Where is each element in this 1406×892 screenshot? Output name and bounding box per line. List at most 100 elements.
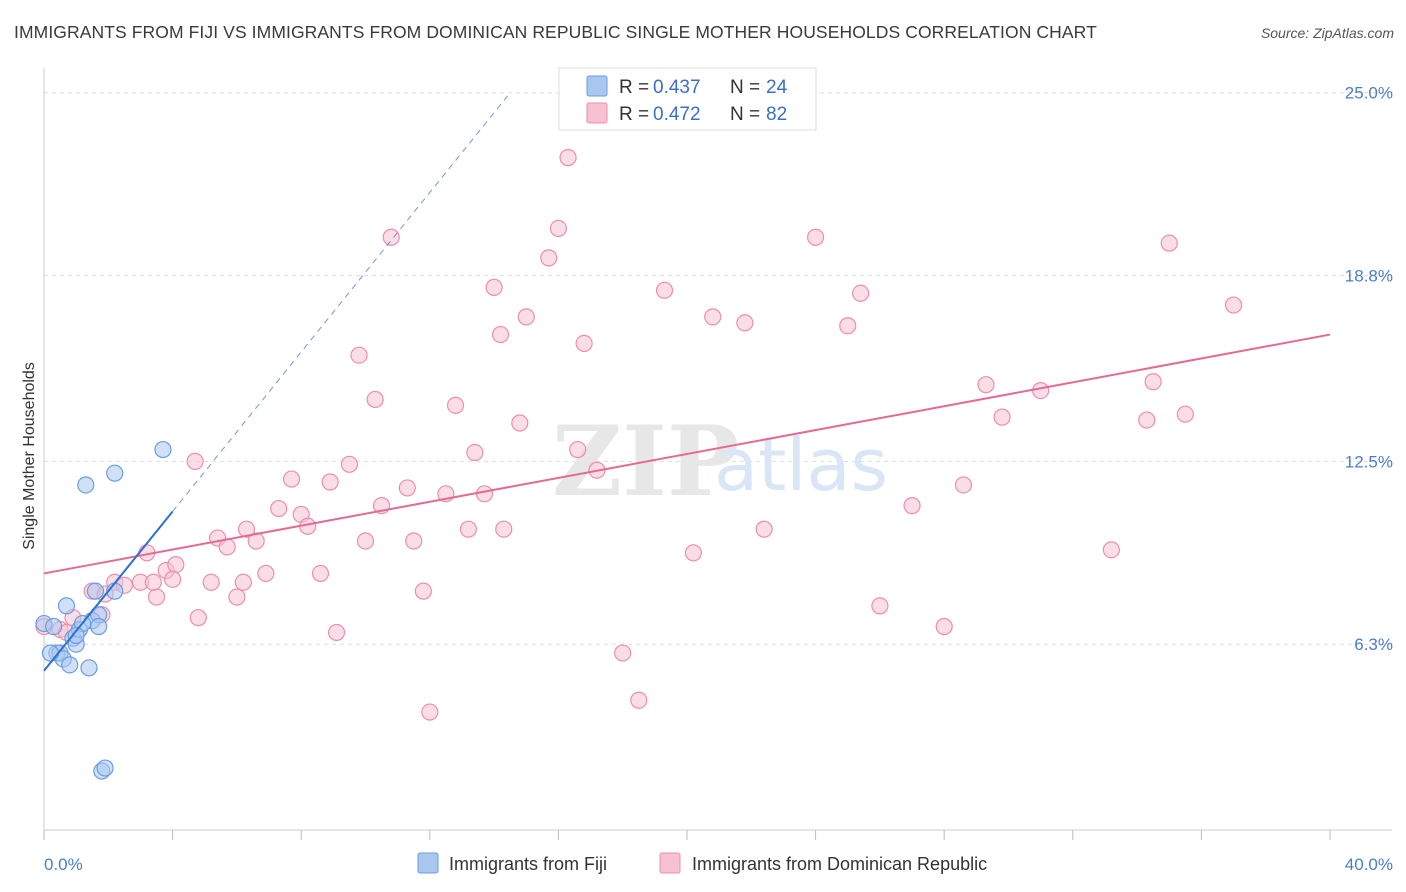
y-axis-label: Single Mother Households [21,362,38,550]
dominican-point [1224,296,1243,314]
legend-n-label-dominican: N = [730,104,760,125]
dominican-point [234,573,252,591]
dominican-point [993,408,1011,426]
dominican-point [655,281,674,299]
fiji-point [96,759,114,777]
dominican-point [167,555,185,574]
dominican-point [414,582,432,600]
dominican-point [704,308,722,326]
dominican-point [247,532,265,550]
dominican-point [186,452,204,470]
dominican-point [164,570,182,588]
fiji-point [45,617,63,636]
dominican-point [228,588,246,606]
dominican-point [684,544,703,562]
dominican-point [366,390,384,409]
trend-layer [43,92,1331,672]
dominican-point [569,440,587,459]
watermark: ZIP atlas [552,405,888,518]
bottom-legend-label-fiji: Immigrants from Fiji [449,854,607,874]
dominican-point [977,376,995,394]
legend-swatch-fiji [586,75,608,97]
x-tick-label: 0.0% [44,855,83,874]
bottom-legend-swatch-fiji [417,852,439,874]
dominican-point [736,314,754,332]
dominican-point [475,485,494,503]
bottom-legend-swatch-dominican [659,852,681,874]
fiji-point [77,476,95,494]
dominican-point [954,476,973,494]
dominican-point [311,564,330,583]
dominican-point [630,691,648,709]
y-tick-label: 6.3% [1354,635,1393,654]
legend-n-label-fiji: N = [730,77,760,98]
dominican-point [382,228,400,246]
dominican-point [1102,541,1120,559]
source-credit: Source: ZipAtlas.com [1260,25,1394,41]
dominican-point [485,278,503,296]
dominican-point [935,617,953,636]
axis-layer [43,68,1392,840]
legend-r-value-fiji: 0.437 [653,77,701,98]
dominican-point [511,414,529,432]
dominican-point [421,703,439,721]
dominican-point [327,623,346,642]
fiji-point [86,582,105,600]
dominican-point [202,573,220,591]
dominican-point [559,149,577,167]
dominican-point [755,520,773,538]
fiji-point [57,597,76,615]
grid-layer [44,92,1392,645]
fiji-point [106,464,124,482]
dominican-trendline [43,333,1331,575]
dominican-point [398,479,416,497]
dominican-point [1138,411,1156,429]
fiji-point [61,656,79,674]
dominican-point [549,219,568,237]
x-tick-labels: 0.0% 40.0% [44,855,1393,874]
dominican-point [495,520,513,538]
legend-r-label-fiji: R = [619,77,649,98]
dominican-point [852,284,870,302]
fiji-point [90,617,108,636]
fiji-trendline-extension [172,92,511,512]
fiji-point [41,644,60,662]
bottom-legend: Immigrants from Fiji Immigrants from Dom… [417,852,987,874]
dominican-point [321,473,339,491]
y-tick-label: 25.0% [1345,84,1393,103]
dominican-point [189,609,207,627]
legend-n-value-fiji: 24 [766,77,788,98]
dominican-point [517,308,535,326]
points-layer [35,149,1243,780]
legend-swatch-dominican [586,102,608,124]
dominican-point [903,497,921,515]
dominican-point [1176,405,1194,423]
dominican-point [806,228,825,246]
dominican-point [405,532,423,550]
fiji-point [67,626,85,644]
legend: R = 0.437 N = 24 R = 0.472 N = 82 [558,67,817,131]
dominican-point [340,455,359,473]
chart-title: IMMIGRANTS FROM FIJI VS IMMIGRANTS FROM … [14,22,1097,42]
y-tick-labels: 6.3% 12.5% 18.8% 25.0% [1345,84,1393,654]
fiji-trendline [43,510,174,672]
dominican-point [257,564,275,583]
dominican-point [147,588,166,606]
dominican-point [350,346,368,364]
dominican-point [1032,381,1050,400]
dominican-point [1160,234,1178,252]
dominican-point [491,325,510,344]
dominican-point [540,249,558,267]
dominican-point [575,334,593,353]
fiji-point [80,659,98,677]
fiji-point [154,440,172,459]
bottom-legend-label-dominican: Immigrants from Dominican Republic [692,854,987,874]
x-tick-label: 40.0% [1345,855,1393,874]
dominican-point [270,499,288,518]
dominican-point [144,573,162,591]
legend-r-label-dominican: R = [619,104,649,125]
dominican-point [1144,373,1162,391]
dominican-point [466,443,484,462]
dominican-point [614,644,632,662]
